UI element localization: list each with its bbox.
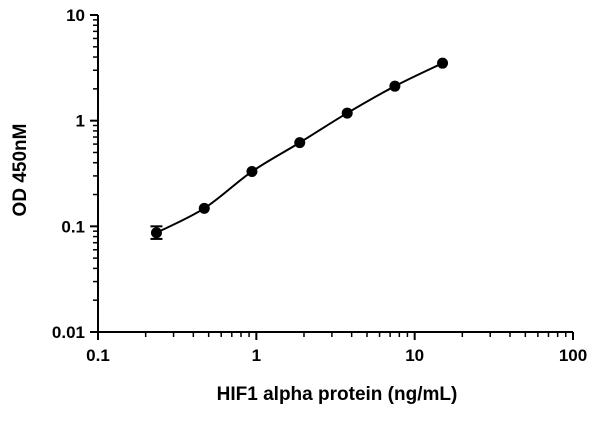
x-tick-label: 1 [252,346,261,365]
x-tick-label: 0.1 [86,346,110,365]
data-point [341,107,353,119]
data-point [198,202,210,214]
data-points [150,57,449,240]
y-tick-label: 0.01 [52,323,85,342]
x-ticks: 0.1 1 10 100 [86,332,587,365]
y-tick-label: 1 [76,112,85,131]
x-tick-label: 100 [559,346,587,365]
data-point [389,80,401,92]
y-axis-title: OD 450nM [10,124,31,217]
data-point [246,166,258,178]
axes [97,15,573,333]
x-tick-label: 10 [405,346,424,365]
y-tick-label: 0.1 [61,217,85,236]
data-point [437,57,449,69]
x-axis-title: HIF1 alpha protein (ng/mL) [217,384,458,405]
y-tick-label: 10 [66,6,85,25]
data-point [150,227,162,239]
data-point [294,137,306,149]
y-ticks: 0.01 0.1 1 10 [52,6,98,342]
